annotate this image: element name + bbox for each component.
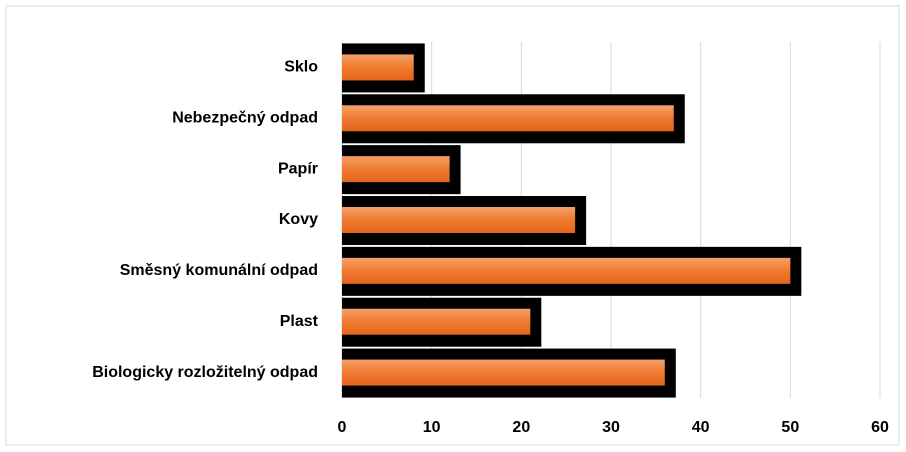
- x-tick-label: 20: [512, 419, 530, 436]
- bar: [342, 308, 531, 335]
- bar: [342, 54, 414, 81]
- bar: [342, 257, 791, 284]
- bar: [342, 207, 576, 233]
- y-tick-label: Kovy: [279, 211, 318, 228]
- x-tick-label: 60: [871, 419, 889, 436]
- y-tick-label: Nebezpečný odpad: [172, 110, 318, 127]
- y-tick-label: Plast: [280, 313, 319, 330]
- x-tick-label: 0: [338, 419, 347, 436]
- x-tick-label: 10: [423, 419, 441, 436]
- x-tick-label: 40: [692, 419, 710, 436]
- y-tick-label: Papír: [278, 160, 318, 177]
- bar: [342, 105, 674, 132]
- bar: [342, 359, 665, 386]
- y-tick-label: Směsný komunální odpad: [120, 262, 318, 279]
- x-tick-label: 30: [602, 419, 620, 436]
- y-tick-label: Biologicky rozložitelný odpad: [92, 364, 318, 381]
- bar: [342, 156, 450, 183]
- x-tick-label: 50: [781, 419, 799, 436]
- y-tick-label: Sklo: [284, 59, 318, 76]
